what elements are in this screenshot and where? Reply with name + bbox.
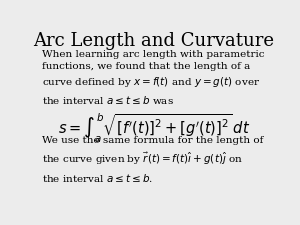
Text: $s = \int_{a}^{b}\sqrt{\left[f'(t)\right]^{2}+\left[g'(t)\right]^{2}}\,dt$: $s = \int_{a}^{b}\sqrt{\left[f'(t)\right… [58,112,250,145]
Text: Arc Length and Curvature: Arc Length and Curvature [33,32,274,50]
Text: When learning arc length with parametric
functions, we found that the length of : When learning arc length with parametric… [42,50,265,106]
Text: We use the same formula for the length of
the curve given by $\vec{r}(t)=f(t)\ha: We use the same formula for the length o… [42,136,263,184]
